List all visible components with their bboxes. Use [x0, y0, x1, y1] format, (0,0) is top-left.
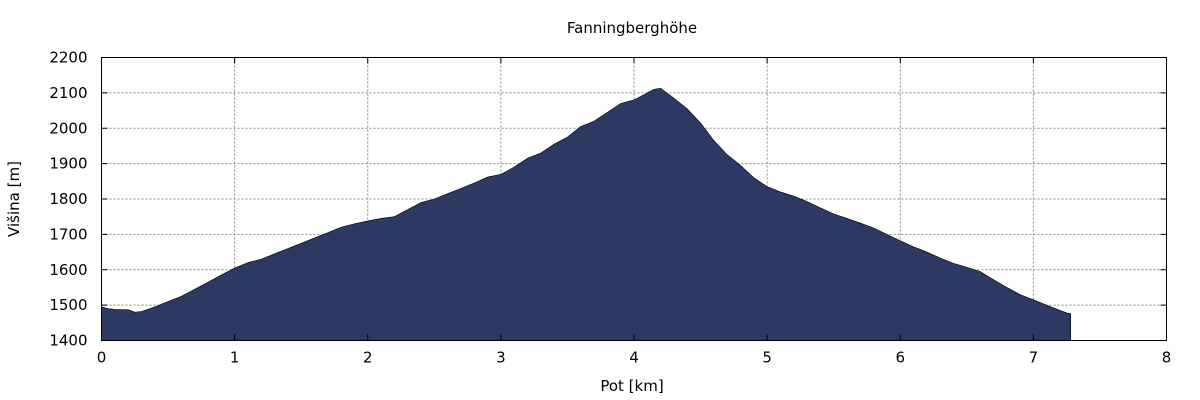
- x-tick-label: 8: [1162, 349, 1172, 367]
- y-tick-label: 1500: [49, 296, 87, 314]
- elevation-area: [101, 87, 1071, 341]
- y-tick-label: 1400: [49, 332, 87, 350]
- y-axis: 1400 1500 1600 1700 1800 1900 2000 2100 2200: [49, 49, 1167, 350]
- x-tick-label: 7: [1029, 349, 1039, 367]
- x-axis: 0 1 2 3 4 5 6 7 8: [97, 57, 1172, 367]
- x-axis-label: Pot [km]: [600, 377, 663, 395]
- y-axis-label: Višina [m]: [5, 161, 23, 237]
- y-tick-label: 2200: [49, 49, 87, 67]
- y-tick-label: 2100: [49, 84, 87, 102]
- x-tick-label: 4: [629, 349, 639, 367]
- x-tick-label: 0: [97, 349, 107, 367]
- x-tick-label: 1: [230, 349, 240, 367]
- x-tick-label: 5: [762, 349, 772, 367]
- chart-title: Fanningberghöhe: [567, 19, 697, 37]
- y-tick-label: 1600: [49, 261, 87, 279]
- y-tick-label: 1800: [49, 190, 87, 208]
- x-tick-label: 6: [895, 349, 905, 367]
- y-tick-label: 1900: [49, 155, 87, 173]
- y-tick-label: 2000: [49, 119, 87, 137]
- x-tick-label: 2: [363, 349, 373, 367]
- x-tick-label: 3: [496, 349, 506, 367]
- y-tick-label: 1700: [49, 225, 87, 243]
